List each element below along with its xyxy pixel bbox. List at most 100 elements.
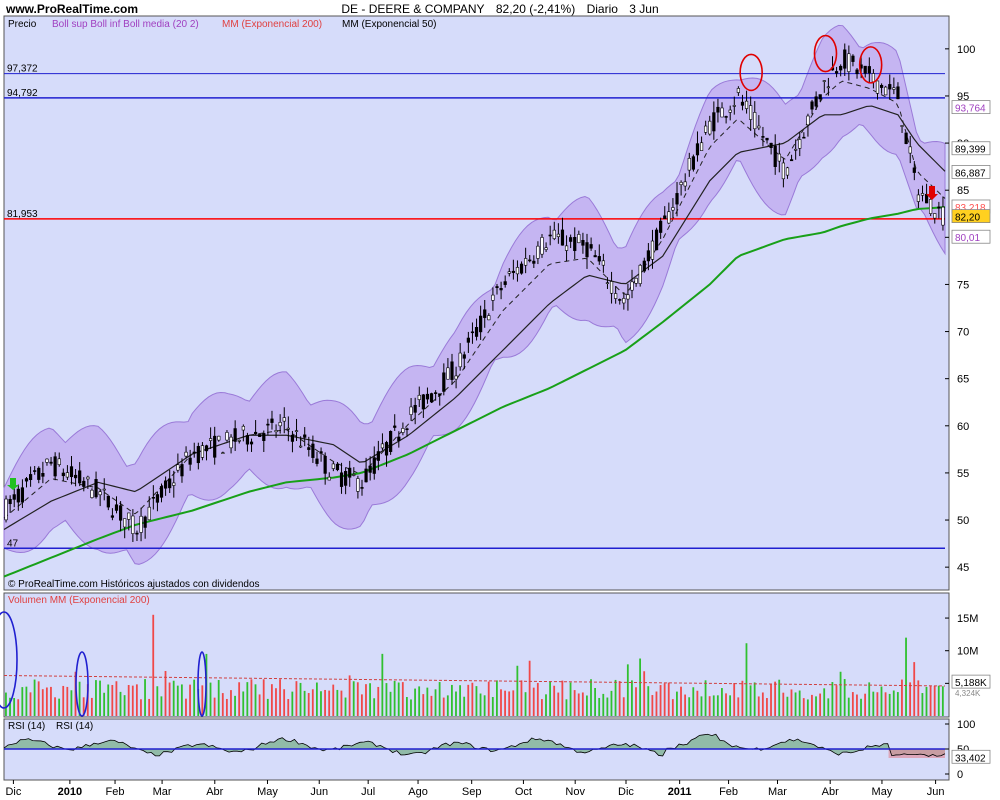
candle-body xyxy=(258,434,262,437)
volume-bar xyxy=(786,696,789,716)
candle-body xyxy=(86,476,90,480)
candle-body xyxy=(920,193,925,196)
volume-bar xyxy=(426,687,429,716)
candle-body xyxy=(548,234,552,237)
price-tick-label-75: 75 xyxy=(957,279,969,291)
candle-body xyxy=(266,423,270,426)
volume-bar xyxy=(622,697,625,716)
volume-bar xyxy=(688,697,691,716)
volume-bar xyxy=(450,684,453,716)
volume-bar xyxy=(213,697,216,716)
price-tick-label-100: 100 xyxy=(957,44,975,56)
site-name[interactable]: www.ProRealTime.com xyxy=(6,2,139,16)
candle-body xyxy=(327,476,331,481)
volume-bar xyxy=(880,686,883,716)
volume-bar xyxy=(553,685,556,716)
candle-body xyxy=(331,463,335,469)
volume-bar xyxy=(332,684,335,716)
volume-bar xyxy=(58,698,61,716)
volume-bar xyxy=(635,687,637,716)
candle-body xyxy=(749,105,753,120)
candle-body xyxy=(69,466,74,478)
price-tick-label-55: 55 xyxy=(957,468,969,480)
volume-bar xyxy=(123,695,126,716)
candle-body xyxy=(544,247,548,250)
candle-body xyxy=(61,472,65,477)
price-tag-2: 86,887 xyxy=(955,168,986,179)
candle-body xyxy=(798,139,802,149)
candle-body xyxy=(634,277,638,284)
candle-body xyxy=(785,167,790,176)
volume-bar xyxy=(299,682,302,716)
price-tag-box-5 xyxy=(951,229,991,244)
candle-body xyxy=(462,354,466,359)
volume-bar xyxy=(127,685,130,716)
volume-bar xyxy=(606,697,609,716)
volume-bar xyxy=(516,665,519,716)
x-label-12: Dic xyxy=(618,786,634,798)
volume-bar xyxy=(185,698,187,716)
price-tick-label-60: 60 xyxy=(957,421,969,433)
candle-body xyxy=(204,445,209,452)
volume-circle-3 xyxy=(197,651,207,717)
volume-bar xyxy=(238,682,241,716)
candle-body xyxy=(176,464,180,471)
instrument-name: DE - DEERE & COMPANY xyxy=(341,2,485,16)
candle-body xyxy=(155,494,160,503)
volume-bar xyxy=(279,679,281,716)
volume-bar xyxy=(135,684,138,716)
candle-body xyxy=(356,478,360,492)
candle-body xyxy=(753,112,757,130)
rsi-current-tag: 33,402 xyxy=(955,753,986,764)
volume-bar xyxy=(496,680,498,716)
volume-bar xyxy=(471,682,474,716)
volume-bar xyxy=(459,685,461,716)
candle-body xyxy=(237,439,241,442)
candle-body xyxy=(135,532,139,535)
volume-bar xyxy=(401,682,404,716)
candle-body xyxy=(929,199,933,214)
volume-bar xyxy=(99,680,101,716)
volume-bar xyxy=(491,697,494,716)
candle-body xyxy=(434,392,438,394)
volume-bar xyxy=(483,695,486,716)
candle-body xyxy=(794,148,798,151)
candle-body xyxy=(229,436,233,449)
candle-body xyxy=(569,237,573,242)
candle-body xyxy=(679,182,683,185)
candle-body xyxy=(487,315,491,321)
candle-body xyxy=(147,506,151,521)
volume-bar xyxy=(103,692,106,716)
candle-body xyxy=(740,101,745,106)
volume-bar xyxy=(320,691,322,716)
rsi-legend-2: RSI (14) xyxy=(56,721,93,732)
volume-bar xyxy=(340,690,343,716)
candle-body xyxy=(57,458,61,465)
volume-bar xyxy=(815,696,817,716)
volume-bar xyxy=(892,690,895,716)
candle-body xyxy=(344,471,348,486)
candle-body xyxy=(254,431,258,435)
volume-bar xyxy=(291,691,294,716)
volume-bar xyxy=(766,698,768,716)
volume-bar xyxy=(941,686,944,716)
volume-bar xyxy=(324,689,326,716)
price-tick-label-50: 50 xyxy=(957,515,969,527)
volume-bar xyxy=(843,679,846,716)
volume-bar xyxy=(5,692,7,716)
candle-body xyxy=(601,260,605,266)
candle-body xyxy=(834,71,839,74)
candle-body xyxy=(732,105,736,107)
x-label-10: Oct xyxy=(515,786,532,798)
candle-body xyxy=(221,452,225,454)
candle-body xyxy=(323,455,327,474)
volume-bar xyxy=(716,695,719,716)
volume-bar xyxy=(888,693,891,716)
volume-bar xyxy=(389,691,392,716)
volume-bar xyxy=(189,684,191,716)
volume-bar xyxy=(770,684,772,716)
candle-body xyxy=(24,478,29,482)
candle-body xyxy=(168,478,172,489)
candle-body xyxy=(515,267,520,275)
